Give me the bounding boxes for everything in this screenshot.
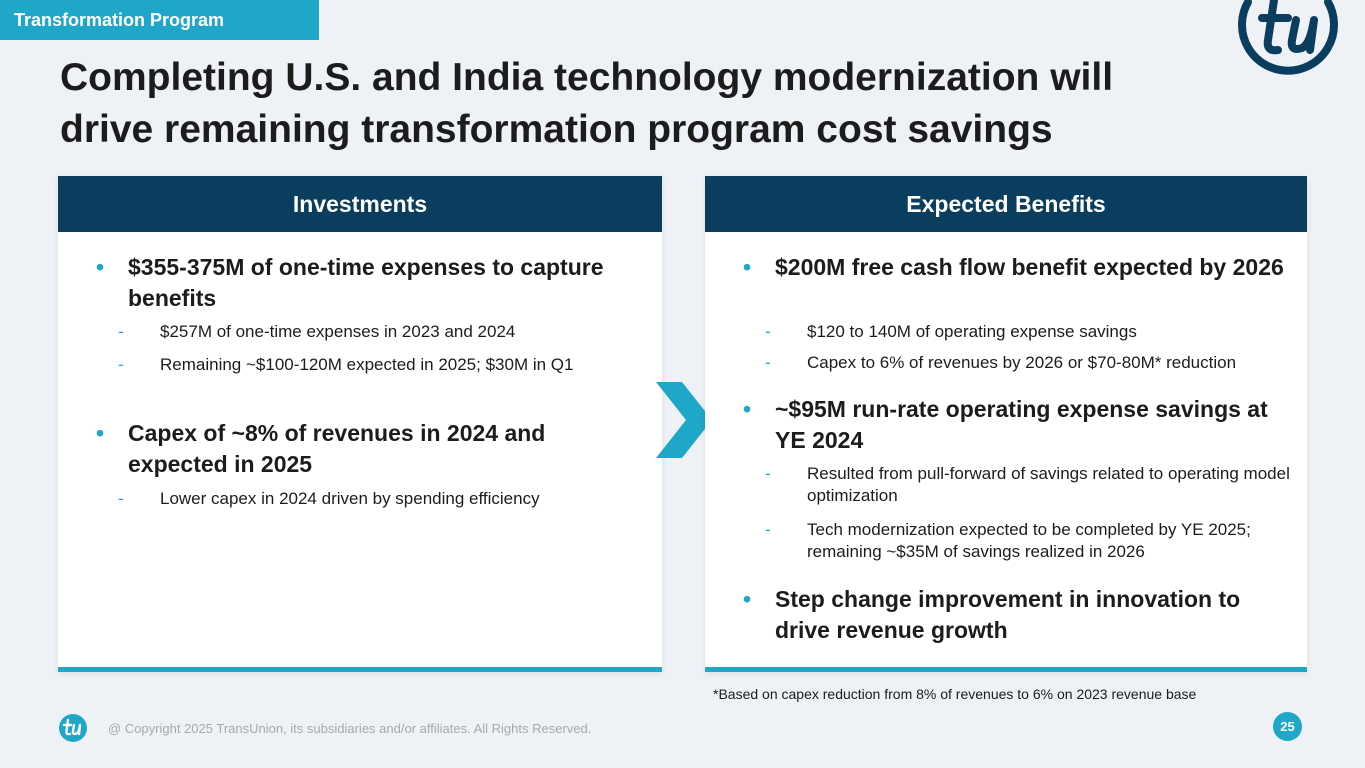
investments-bullet-2-text: Capex of ~8% of revenues in 2024 and exp…	[128, 420, 546, 477]
benefits-sub-2: - Capex to 6% of revenues by 2026 or $70…	[765, 352, 1293, 374]
sub-dash: -	[765, 353, 771, 372]
benefits-bullet-1: • $200M free cash flow benefit expected …	[733, 252, 1289, 283]
investments-panel: Investments • $355-375M of one-time expe…	[58, 176, 662, 672]
sub-dash: -	[118, 322, 124, 341]
bullet-dot: •	[743, 254, 752, 280]
benefits-bullet-1-text: $200M free cash flow benefit expected by…	[775, 254, 1284, 280]
chevron-right-icon	[656, 382, 712, 458]
benefits-bullet-2: • ~$95M run-rate operating expense savin…	[733, 394, 1289, 456]
bullet-dot: •	[96, 420, 105, 446]
benefits-bullet-3-text: Step change improvement in innovation to…	[775, 586, 1241, 643]
benefits-sub-3: - Resulted from pull-forward of savings …	[765, 463, 1293, 507]
investments-bullet-1-text: $355-375M of one-time expenses to captur…	[128, 254, 604, 311]
tu-logo-icon	[1238, 0, 1338, 75]
benefits-sub-3-text: Resulted from pull-forward of savings re…	[807, 464, 1290, 505]
bullet-dot: •	[743, 396, 752, 422]
investments-sub-1: - $257M of one-time expenses in 2023 and…	[118, 321, 648, 343]
section-tag: Transformation Program	[0, 0, 319, 40]
copyright-text: @ Copyright 2025 TransUnion, its subsidi…	[108, 721, 592, 736]
benefits-sub-2-text: Capex to 6% of revenues by 2026 or $70-8…	[807, 353, 1237, 372]
title-line-2: drive remaining transformation program c…	[60, 108, 1053, 151]
investments-heading: Investments	[58, 176, 662, 232]
sub-dash: -	[765, 464, 771, 483]
page-number-badge: 25	[1273, 712, 1302, 741]
tu-logo-small-icon	[59, 714, 87, 742]
bullet-dot: •	[96, 254, 105, 280]
benefits-bullet-2-text: ~$95M run-rate operating expense savings…	[775, 396, 1268, 453]
benefits-sub-4: - Tech modernization expected to be comp…	[765, 519, 1267, 563]
sub-dash: -	[118, 355, 124, 374]
investments-bullet-2: • Capex of ~8% of revenues in 2024 and e…	[86, 418, 644, 480]
investments-sub-2: - Remaining ~$100-120M expected in 2025;…	[118, 354, 602, 376]
footnote: *Based on capex reduction from 8% of rev…	[713, 686, 1197, 702]
sub-dash: -	[765, 520, 771, 539]
benefits-heading: Expected Benefits	[705, 176, 1307, 232]
investments-sub-1-text: $257M of one-time expenses in 2023 and 2…	[160, 322, 516, 341]
page-title: Completing U.S. and India technology mod…	[60, 52, 1240, 156]
investments-sub-3-text: Lower capex in 2024 driven by spending e…	[160, 489, 540, 508]
benefits-sub-1: - $120 to 140M of operating expense savi…	[765, 321, 1293, 343]
title-line-1: Completing U.S. and India technology mod…	[60, 56, 1114, 99]
sub-dash: -	[765, 322, 771, 341]
benefits-sub-1-text: $120 to 140M of operating expense saving…	[807, 322, 1137, 341]
benefits-sub-4-text: Tech modernization expected to be comple…	[807, 520, 1251, 561]
investments-sub-3: - Lower capex in 2024 driven by spending…	[118, 488, 648, 510]
benefits-bullet-3: • Step change improvement in innovation …	[733, 584, 1289, 646]
benefits-panel: Expected Benefits • $200M free cash flow…	[705, 176, 1307, 672]
investments-sub-2-text: Remaining ~$100-120M expected in 2025; $…	[160, 355, 574, 374]
bullet-dot: •	[743, 586, 752, 612]
sub-dash: -	[118, 489, 124, 508]
investments-bullet-1: • $355-375M of one-time expenses to capt…	[86, 252, 644, 314]
